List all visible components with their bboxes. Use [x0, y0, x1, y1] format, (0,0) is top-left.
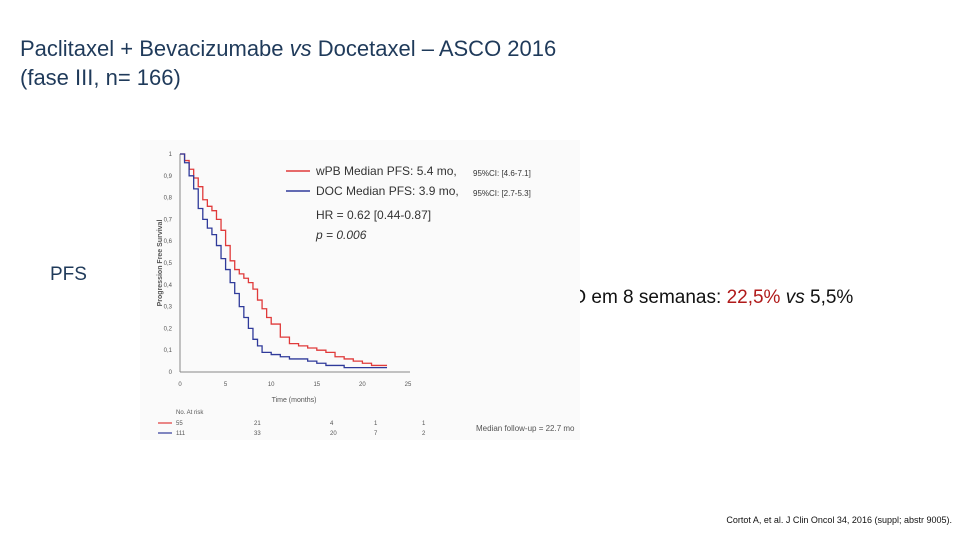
- at-risk-header: No. At risk: [176, 410, 204, 416]
- y-axis-label: Progression Free Survival: [157, 220, 164, 307]
- y-tick-label: 0,7: [164, 217, 173, 223]
- at-risk-value: 2: [422, 431, 426, 437]
- chart-annotation: p = 0.006: [315, 228, 367, 242]
- y-tick-label: 0,1: [164, 348, 173, 354]
- y-tick-label: 0,2: [164, 326, 173, 332]
- at-risk-value: 7: [374, 431, 378, 437]
- at-risk-value: 1: [374, 421, 378, 427]
- km-chart: 00,10,20,30,40,50,60,70,80,910 5 10 15 20 25T…: [140, 140, 580, 440]
- x-tick-label: 0: [178, 382, 182, 388]
- tro-prefix: TRO em 8 semanas:: [546, 287, 727, 308]
- y-tick-label: 1: [169, 152, 173, 158]
- y-tick-label: 0,5: [164, 261, 173, 267]
- tro-highlight: 22,5%: [726, 287, 781, 308]
- y-tick-label: 0,8: [164, 196, 173, 202]
- chart-legend: wPB Median PFS: 5.4 mo, 95%CI: [4.6-7.1] D…: [286, 164, 531, 242]
- legend-ci: 95%CI: [2.7-5.3]: [473, 189, 531, 198]
- x-tick-label: 15: [313, 382, 320, 388]
- tro-vs: vs: [785, 287, 805, 308]
- title-part-b: Docetaxel – ASCO 2016: [311, 36, 557, 61]
- x-axis-label: Time (months): [272, 397, 317, 404]
- y-tick-label: 0: [169, 370, 173, 376]
- title-line2: (fase III, n= 166): [20, 65, 181, 90]
- y-tick-label: 0,6: [164, 239, 173, 245]
- tro-rest: 5,5%: [804, 287, 854, 308]
- legend-label: wPB Median PFS: 5.4 mo,: [315, 164, 457, 178]
- y-tick-label: 0,4: [164, 283, 173, 289]
- at-risk-value: 21: [254, 421, 261, 427]
- at-risk-value: 20: [330, 431, 337, 437]
- legend-label: DOC Median PFS: 3.9 mo,: [316, 184, 459, 198]
- x-tick-label: 5: [224, 382, 228, 388]
- legend-ci: 95%CI: [4.6-7.1]: [473, 169, 531, 178]
- citation: Cortot A, et al. J Clin Oncol 34, 2016 (…: [726, 515, 952, 525]
- followup-note: Median follow-up = 22.7 mo: [476, 424, 575, 433]
- at-risk-value: 111: [176, 431, 186, 437]
- at-risk-value: 55: [176, 421, 183, 427]
- series-line-doc: [180, 153, 388, 369]
- x-tick-label: 20: [359, 382, 366, 388]
- chart-axes: 00,10,20,30,40,50,60,70,80,910 5 10 15 20 25T…: [157, 152, 412, 404]
- at-risk-value: 4: [330, 421, 334, 427]
- title-vs: vs: [289, 36, 312, 61]
- pfs-label: PFS: [50, 264, 87, 285]
- y-tick-label: 0,3: [164, 305, 173, 311]
- at-risk-value: 1: [422, 421, 426, 427]
- at-risk-value: 33: [254, 431, 261, 437]
- title-part-a: Paclitaxel + Bevacizumabe: [20, 36, 290, 61]
- tro-statement: TRO em 8 semanas: 22,5% vs 5,5%: [546, 287, 853, 309]
- x-tick-label: 25: [405, 382, 412, 388]
- chart-annotation: HR = 0.62 [0.44-0.87]: [316, 208, 431, 222]
- chart-series: [180, 153, 388, 369]
- series-line-wpb: [180, 153, 388, 367]
- x-tick-label: 10: [268, 382, 275, 388]
- y-tick-label: 0,9: [164, 174, 173, 180]
- slide-title: Paclitaxel + Bevacizumabe vs Docetaxel –…: [20, 34, 720, 92]
